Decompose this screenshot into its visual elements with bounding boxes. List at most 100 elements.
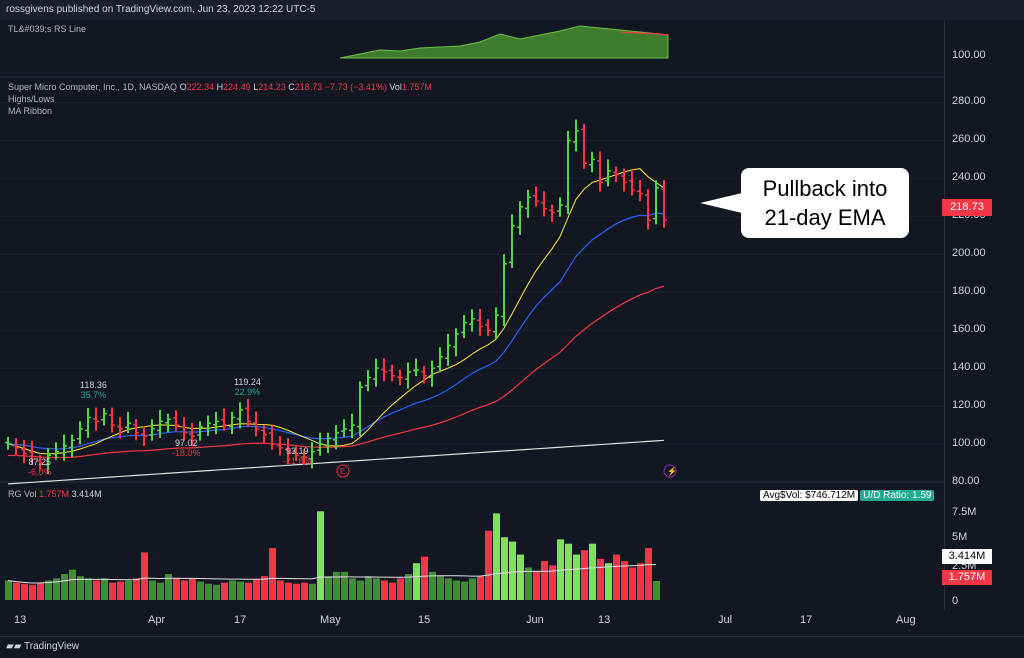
volume-bar: [477, 576, 484, 600]
time-tick-label: May: [320, 614, 341, 626]
price-chart[interactable]: E ⚡: [0, 20, 944, 610]
volume-bar: [293, 583, 300, 600]
volume-bar: [533, 571, 540, 600]
price-tick-label: 280.00: [952, 95, 986, 108]
volume-bar: [221, 582, 228, 600]
volume-bar: [173, 578, 180, 600]
candle: [237, 402, 243, 429]
volume-bar: [341, 571, 348, 600]
open-value: 222.34: [186, 82, 215, 92]
volume-bar: [549, 565, 556, 600]
volume-bar: [141, 552, 148, 600]
candle: [53, 442, 59, 460]
volume-bar: [541, 561, 548, 600]
volume-bar: [29, 584, 36, 600]
price-tick-label: 80.00: [952, 475, 980, 487]
volume-bar: [517, 554, 524, 600]
volume-bar: [261, 576, 268, 600]
high-annotation: 118.36 35.7%: [80, 380, 107, 400]
volume-bar: [381, 580, 388, 600]
candle: [373, 358, 379, 387]
volume-bar: [77, 576, 84, 600]
rs-line-tail: [619, 31, 669, 36]
candle: [133, 419, 139, 441]
candle: [85, 407, 91, 438]
candle: [477, 308, 483, 336]
candle: [453, 328, 459, 357]
candle: [509, 214, 515, 268]
volume-bar: [93, 580, 100, 600]
candle: [13, 437, 19, 456]
volume-bar: [397, 578, 404, 600]
footer: ▰▰ TradingView: [0, 636, 1024, 658]
volume-bar: [229, 580, 236, 600]
candle: [597, 151, 603, 192]
change-value: −7.73 (−3.41%): [324, 82, 387, 92]
volume-legend: RG Vol 1.757M 3.414M: [8, 489, 102, 499]
volume-bar: [197, 581, 204, 600]
volume-bar: [61, 574, 68, 600]
volume-bar: [645, 548, 652, 600]
candle: [21, 439, 27, 464]
rs-line-label: TL&#039;s RS Line: [8, 24, 87, 34]
sma-200-line: [7, 439, 665, 485]
price-tick-label: 120.00: [952, 399, 986, 412]
indicator-highs-lows[interactable]: Highs/Lows: [8, 94, 55, 104]
volume-bar: [445, 578, 452, 600]
volume-bar: [365, 576, 372, 600]
candle: [253, 411, 259, 437]
rs-line-area: [339, 25, 669, 59]
volume-bar: [125, 580, 132, 600]
candle: [45, 447, 51, 475]
candle: [141, 426, 147, 446]
volume-bar: [165, 574, 172, 600]
ud-ratio: U/D Ratio: 1.59: [860, 490, 935, 501]
price-tick-label: 160.00: [952, 323, 986, 336]
volume-bar: [349, 578, 356, 600]
time-tick-label: Jul: [718, 614, 733, 626]
volume-bar: [501, 537, 508, 600]
candle: [205, 415, 211, 437]
candle: [149, 419, 155, 441]
price-axis[interactable]: [944, 20, 1024, 610]
tv-icon: ▰▰: [6, 641, 22, 652]
volume-stats: Avg$Vol: $746.712M U/D Ratio: 1.59: [760, 489, 935, 503]
candle: [37, 455, 43, 471]
earnings-icon: E: [340, 467, 345, 476]
time-tick-label: 15: [418, 614, 431, 626]
candle: [29, 440, 35, 465]
candle: [573, 119, 579, 152]
callout-pointer: [700, 193, 742, 213]
volume-bar: [157, 582, 164, 600]
candle: [333, 425, 339, 450]
volume-bar: [653, 580, 660, 600]
low-value: 214.23: [258, 82, 286, 92]
tradingview-logo[interactable]: ▰▰ TradingView: [6, 641, 80, 652]
candle: [445, 333, 451, 366]
event-marker[interactable]: [663, 464, 677, 478]
volume-bar: [421, 556, 428, 600]
volume-bar: [285, 582, 292, 600]
candle: [269, 425, 275, 450]
candle: [365, 370, 371, 392]
candle: [413, 358, 419, 377]
low-annotation: 87.25 -6.0%: [28, 457, 52, 477]
candle: [357, 381, 363, 437]
candle: [533, 186, 539, 207]
candle: [157, 409, 163, 438]
volume-bar: [373, 578, 380, 600]
volume-bar: [493, 513, 500, 600]
volume-bar: [637, 563, 644, 600]
low-annotation: 93.19 -21.8%: [283, 446, 312, 466]
volume-bar: [269, 548, 276, 600]
price-tick-label: 260.00: [952, 133, 986, 146]
candle: [485, 319, 491, 336]
candle: [189, 422, 195, 446]
low-annotation: 97.02 -18.0%: [172, 438, 201, 458]
candle: [645, 189, 651, 230]
indicator-ma-ribbon[interactable]: MA Ribbon: [8, 106, 53, 116]
candle: [581, 123, 587, 169]
candle: [493, 307, 499, 340]
volume-bar: [133, 578, 140, 600]
earnings-marker[interactable]: [336, 464, 350, 478]
